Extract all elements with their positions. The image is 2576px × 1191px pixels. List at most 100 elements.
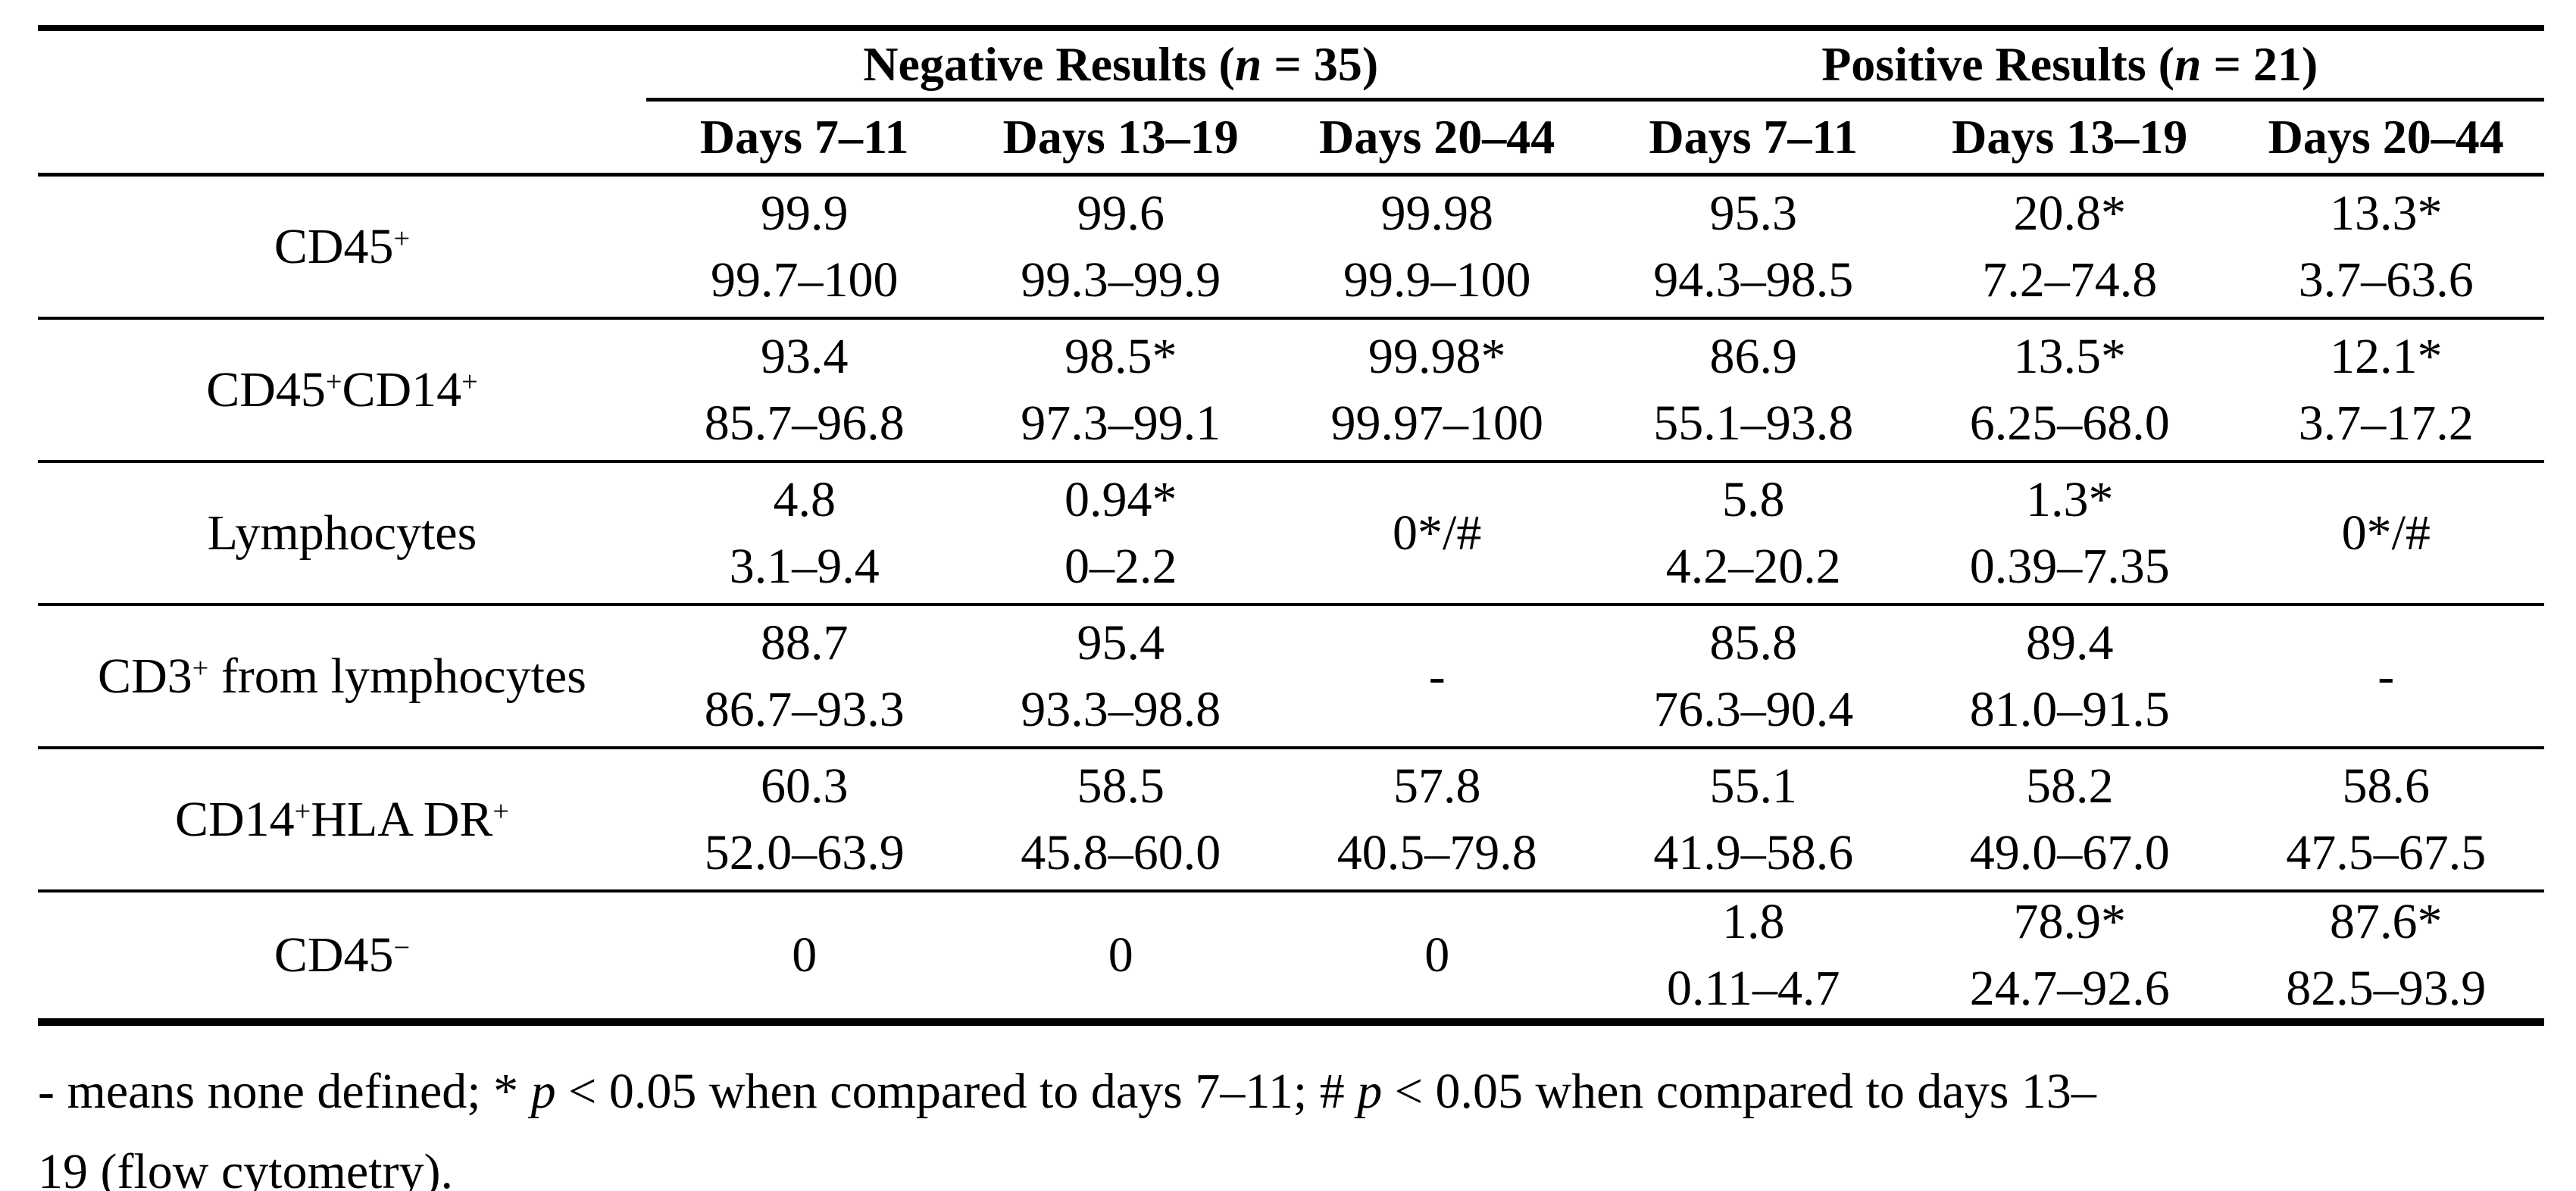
median-value: 12.1* xyxy=(2329,328,2443,384)
median-value: 55.1 xyxy=(1709,758,1797,814)
median-value: 99.6 xyxy=(1077,185,1165,241)
median-value: 98.5* xyxy=(1064,328,1177,384)
cell-content: 99.98 99.9–100 xyxy=(1279,184,1596,310)
cell-content: 0 xyxy=(1279,926,1596,985)
table-row: CD45+CD14+ 93.4 85.7–96.8 98.5* 97.3–99.1 99.… xyxy=(38,318,2544,461)
range-value: 7.2–74.8 xyxy=(1982,252,2158,308)
data-cell: 58.5 45.8–60.0 xyxy=(962,748,1279,891)
range-value: 49.0–67.0 xyxy=(1969,824,2170,880)
range-value: 40.5–79.8 xyxy=(1336,824,1537,880)
cell-content: 13.3* 3.7–63.6 xyxy=(2227,184,2544,310)
cell-content: 1.8 0.11–4.7 xyxy=(1595,892,1912,1018)
cell-content: 89.4 81.0–91.5 xyxy=(1912,614,2228,739)
range-value: 93.3–98.8 xyxy=(1021,681,1221,737)
cell-content: 95.4 93.3–98.8 xyxy=(962,614,1279,739)
cell-content: 57.8 40.5–79.8 xyxy=(1279,757,1596,883)
day-column-header: Days 20–44 xyxy=(2227,99,2544,177)
text-segment: = 35) xyxy=(1261,37,1379,91)
data-cell: 58.2 49.0–67.0 xyxy=(1912,748,2228,891)
day-column-header: Days 7–11 xyxy=(646,99,963,177)
median-value: 95.3 xyxy=(1709,185,1797,241)
range-value: 24.7–92.6 xyxy=(1969,961,2170,1016)
median-value: 87.6* xyxy=(2329,894,2443,949)
row-label: CD45− xyxy=(38,891,646,1022)
table-footnote: - means none defined; * p < 0.05 when co… xyxy=(38,1052,2544,1191)
data-cell: 99.98 99.9–100 xyxy=(1279,175,1596,319)
cell-content: - xyxy=(2227,647,2544,706)
table-row: CD45+ 99.9 99.7–100 99.6 99.3–99.9 99.98 99.9–… xyxy=(38,175,2544,319)
data-cell: 57.8 40.5–79.8 xyxy=(1279,748,1596,891)
superscript-text: + xyxy=(192,652,209,685)
median-value: 1.8 xyxy=(1721,894,1785,949)
single-value: 0*/# xyxy=(1393,505,1482,561)
sub-header-row: Days 7–11 Days 13–19 Days 20–44 Days 7–11 Da… xyxy=(38,99,2544,177)
range-value: 81.0–91.5 xyxy=(1969,681,2170,737)
median-value: 99.98 xyxy=(1380,185,1493,241)
data-cell: 86.9 55.1–93.8 xyxy=(1595,318,1912,461)
cell-content: 0*/# xyxy=(1279,504,1596,563)
range-value: 76.3–90.4 xyxy=(1653,681,1854,737)
text-segment: CD45 xyxy=(274,218,394,274)
cell-content: 12.1* 3.7–17.2 xyxy=(2227,327,2544,453)
cell-content: 58.6 47.5–67.5 xyxy=(2227,757,2544,883)
day-column-header: Days 13–19 xyxy=(962,99,1279,177)
range-value: 97.3–99.1 xyxy=(1021,395,1221,451)
cell-content: 58.2 49.0–67.0 xyxy=(1912,757,2228,883)
table-row: CD14+HLA DR+ 60.3 52.0–63.9 58.5 45.8–60.0 57… xyxy=(38,748,2544,891)
column-group-header: Positive Results (n = 21) xyxy=(1595,28,2544,102)
range-value: 4.2–20.2 xyxy=(1665,538,1841,594)
median-value: 58.6 xyxy=(2342,758,2430,814)
range-value: 99.7–100 xyxy=(710,252,899,308)
range-value: 0.39–7.35 xyxy=(1969,538,2170,594)
median-value: 86.9 xyxy=(1709,328,1797,384)
cell-content: 1.3* 0.39–7.35 xyxy=(1912,470,2228,596)
row-label: Lymphocytes xyxy=(38,461,646,605)
median-value: 95.4 xyxy=(1077,614,1165,671)
text-segment: from lymphocytes xyxy=(208,648,586,704)
superscript-text: + xyxy=(492,796,509,828)
median-value: 1.3* xyxy=(2025,471,2114,527)
text-segment: Positive Results ( xyxy=(1821,37,2174,91)
single-value: - xyxy=(2377,648,2395,704)
median-value: 13.5* xyxy=(2013,328,2126,384)
range-value: 86.7–93.3 xyxy=(704,681,905,737)
text-segment: Negative Results ( xyxy=(863,37,1235,91)
range-value: 99.3–99.9 xyxy=(1021,252,1221,308)
data-cell: 0*/# xyxy=(2227,461,2544,605)
median-value: 57.8 xyxy=(1393,758,1481,814)
table-body: CD45+ 99.9 99.7–100 99.6 99.3–99.9 99.98 99.9–… xyxy=(38,175,2544,1023)
median-value: 99.98* xyxy=(1368,328,1506,384)
data-cell: 5.8 4.2–20.2 xyxy=(1595,461,1912,605)
results-table: Negative Results ( n = 35) Positive Result… xyxy=(38,25,2544,1026)
cell-content: 95.3 94.3–98.5 xyxy=(1595,184,1912,310)
day-column-header: Days 20–44 xyxy=(1278,99,1596,177)
data-cell: 99.98* 99.97–100 xyxy=(1279,318,1596,461)
table-row: CD3+ from lymphocytes 88.7 86.7–93.3 95.4 93… xyxy=(38,605,2544,748)
cell-content: 99.6 99.3–99.9 xyxy=(962,184,1279,310)
data-cell: 20.8* 7.2–74.8 xyxy=(1912,175,2228,319)
data-cell: 0 xyxy=(1279,891,1596,1022)
superscript-text: + xyxy=(325,366,342,399)
text-segment: p xyxy=(1357,1064,1383,1119)
median-value: 58.2 xyxy=(2025,758,2114,814)
cell-content: 98.5* 97.3–99.1 xyxy=(962,327,1279,453)
median-value: 20.8* xyxy=(2013,185,2126,241)
range-value: 0.11–4.7 xyxy=(1666,961,1840,1016)
table-header: Negative Results ( n = 35) Positive Result… xyxy=(38,28,2544,177)
median-value: 4.8 xyxy=(773,471,836,527)
data-cell: 60.3 52.0–63.9 xyxy=(646,748,963,891)
text-segment: CD14 xyxy=(174,791,295,847)
cell-content: 87.6* 82.5–93.9 xyxy=(2227,892,2544,1018)
superscript-text: + xyxy=(294,796,311,828)
text-segment: n xyxy=(2174,37,2202,91)
data-cell: 89.4 81.0–91.5 xyxy=(1912,605,2228,748)
text-segment: CD14 xyxy=(342,361,462,417)
text-segment: CD45 xyxy=(206,361,326,417)
data-cell: 98.5* 97.3–99.1 xyxy=(962,318,1279,461)
data-cell: 85.8 76.3–90.4 xyxy=(1595,605,1912,748)
range-value: 99.9–100 xyxy=(1343,252,1531,308)
median-value: 13.3* xyxy=(2329,185,2443,241)
superscript-text: + xyxy=(461,366,478,399)
row-label: CD45+CD14+ xyxy=(38,318,646,461)
